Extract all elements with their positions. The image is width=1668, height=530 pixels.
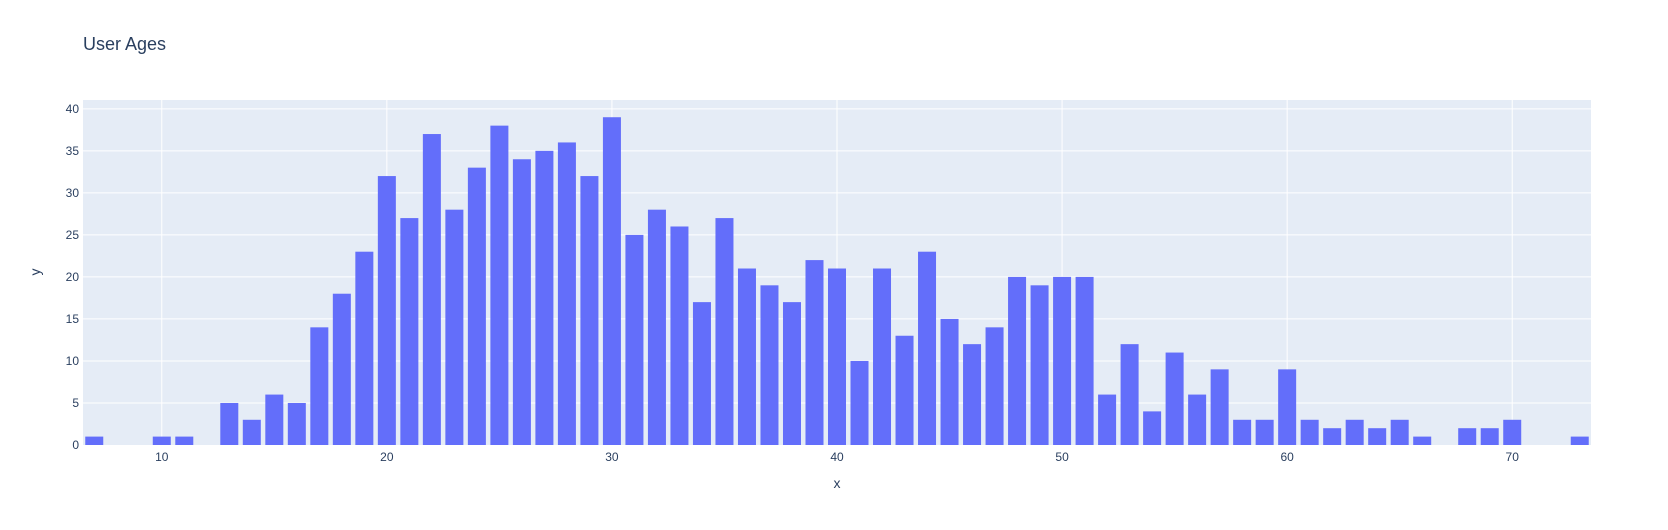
bar[interactable] [1008, 276, 1027, 445]
bar[interactable] [242, 419, 261, 445]
bar[interactable] [1480, 428, 1499, 445]
bar[interactable] [805, 260, 824, 445]
y-tick-label: 25 [66, 228, 80, 242]
bar[interactable] [220, 402, 239, 445]
bar[interactable] [1323, 428, 1342, 445]
bar[interactable] [760, 285, 779, 445]
y-tick-label: 5 [72, 396, 79, 410]
bar[interactable] [895, 335, 914, 445]
bar[interactable] [332, 293, 351, 445]
x-tick-label: 30 [605, 450, 619, 464]
bar[interactable] [1053, 276, 1072, 445]
bar[interactable] [310, 327, 329, 445]
bar[interactable] [445, 209, 464, 445]
bar[interactable] [1390, 419, 1409, 445]
bar[interactable] [1075, 276, 1094, 445]
bar[interactable] [287, 402, 306, 445]
bar[interactable] [1120, 344, 1139, 445]
bar[interactable] [1503, 419, 1522, 445]
bar[interactable] [692, 302, 711, 445]
bar[interactable] [1458, 428, 1477, 445]
y-tick-label: 20 [66, 270, 80, 284]
bar[interactable] [1188, 394, 1207, 445]
bar[interactable] [1233, 419, 1252, 445]
bar[interactable] [1300, 419, 1319, 445]
bar[interactable] [355, 251, 374, 445]
bar[interactable] [670, 226, 689, 445]
x-axis-label: x [834, 475, 841, 491]
bar[interactable] [1570, 436, 1589, 445]
x-tick-label: 40 [830, 450, 844, 464]
bar[interactable] [512, 159, 531, 445]
bar[interactable] [647, 209, 666, 445]
y-tick-labels: 0 5 10 15 20 25 30 35 40 [66, 102, 80, 452]
x-tick-labels: 10 20 30 40 50 60 70 [155, 450, 1519, 464]
chart-title: User Ages [83, 34, 166, 54]
x-tick-label: 60 [1280, 450, 1294, 464]
bar[interactable] [1098, 394, 1117, 445]
bar[interactable] [985, 327, 1004, 445]
bar[interactable] [490, 125, 509, 446]
bar[interactable] [1368, 428, 1387, 445]
bar[interactable] [85, 436, 104, 445]
x-tick-label: 70 [1506, 450, 1520, 464]
bar[interactable] [715, 218, 734, 445]
bar[interactable] [265, 394, 284, 445]
bar[interactable] [1210, 369, 1229, 445]
x-tick-label: 10 [155, 450, 169, 464]
bar[interactable] [1345, 419, 1364, 445]
bar[interactable] [940, 318, 959, 445]
bar[interactable] [1278, 369, 1297, 445]
bar[interactable] [625, 234, 644, 445]
bar[interactable] [467, 167, 486, 445]
y-tick-label: 30 [66, 186, 80, 200]
x-tick-label: 50 [1055, 450, 1069, 464]
y-tick-label: 10 [66, 354, 80, 368]
bar[interactable] [1030, 285, 1049, 445]
bar[interactable] [963, 344, 982, 445]
bar[interactable] [737, 268, 756, 445]
bar[interactable] [400, 218, 419, 445]
bar[interactable] [782, 302, 801, 445]
y-axis-label: y [27, 269, 43, 276]
y-tick-label: 0 [72, 438, 79, 452]
bar[interactable] [422, 134, 441, 445]
bar[interactable] [1143, 411, 1162, 445]
bar[interactable] [377, 176, 396, 445]
bar[interactable] [1413, 436, 1432, 445]
bar[interactable] [918, 251, 937, 445]
bar[interactable] [580, 176, 599, 445]
bar[interactable] [1165, 352, 1184, 445]
x-tick-label: 20 [380, 450, 394, 464]
bars-layer [85, 117, 1589, 446]
bar[interactable] [557, 142, 576, 445]
bar[interactable] [850, 360, 869, 445]
y-tick-label: 35 [66, 144, 80, 158]
bar[interactable] [827, 268, 847, 445]
y-tick-label: 40 [66, 102, 80, 116]
bar[interactable] [175, 436, 194, 445]
bar[interactable] [602, 117, 621, 445]
bar[interactable] [152, 436, 171, 445]
bar[interactable] [1255, 419, 1274, 445]
bar[interactable] [535, 150, 554, 445]
y-tick-label: 15 [66, 312, 80, 326]
bar[interactable] [873, 268, 892, 445]
